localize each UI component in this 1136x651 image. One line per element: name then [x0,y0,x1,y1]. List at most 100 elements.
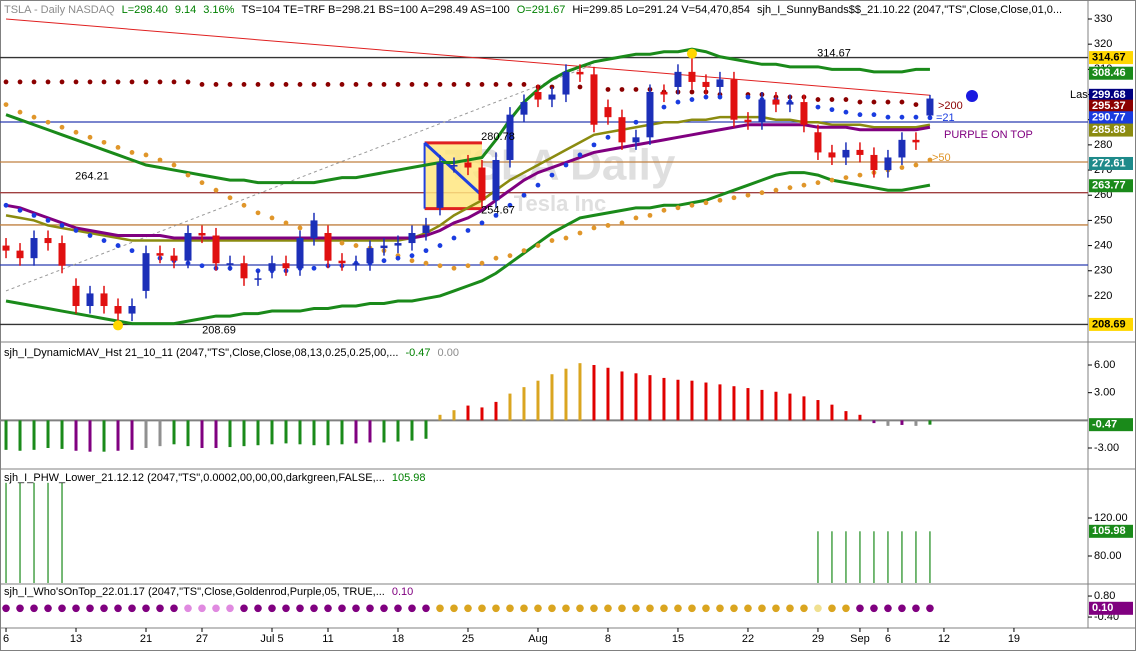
ma-dot [689,97,695,102]
ma-dot [535,243,541,248]
value-box [1089,51,1133,65]
header-item: O=291.67 [517,4,566,16]
bar [690,380,694,421]
state-dot [828,604,836,613]
trend-line [5,18,930,96]
ma-dot [45,218,51,223]
candle-body [142,253,150,291]
bar [578,363,582,421]
band-line [5,171,931,326]
chart-note: PURPLE ON TOP [944,129,1033,141]
candle-body [730,79,738,120]
ma-dot [255,210,261,216]
value-box-label: 299.68 [1092,89,1126,101]
candle-body [16,250,24,259]
ma-dot [437,82,443,87]
value-box [1089,99,1133,113]
header-item: sjh_I_DynamicMAV_Hst 21_10_11 (2047,"TS"… [4,347,398,359]
ma-dot [129,248,135,254]
state-dot [44,604,52,613]
value-box [1089,156,1133,170]
ma-dot [409,253,415,259]
ma-dot [31,212,37,218]
ma-dot [521,248,527,254]
value-box-label: 314.67 [1092,51,1126,63]
candle-body [646,92,654,138]
candle-body [576,71,584,75]
x-tick-label: 12 [938,633,950,645]
ma-dot [297,225,303,231]
bar [886,420,890,426]
state-dot [744,604,752,613]
candle-body [198,232,206,236]
ma-dot [885,99,891,105]
ma-dot [241,202,247,208]
state-dot [632,604,640,613]
state-dot [324,604,332,613]
ma-dot [297,82,303,87]
ma-dot [885,114,891,120]
ma-dot [157,79,163,85]
bar [494,401,498,421]
candle-body [870,154,878,171]
state-dot [604,604,612,613]
candle-body [324,232,332,261]
ma-dot [87,134,93,140]
candle-body [632,137,640,143]
y-tick-label: 240 [1094,239,1112,251]
state-dot [772,604,780,613]
y-tick-label: 80.00 [1094,550,1122,562]
candle-body [702,81,710,87]
ma-dot [129,150,135,155]
ma-dot [213,82,219,87]
bar [452,410,456,421]
ma-dot [59,223,65,228]
bar [592,365,596,421]
bar [915,531,917,583]
state-dot [86,604,94,613]
ma-dot [59,79,65,85]
candle-body [492,159,500,201]
panel-header: sjh_I_Who'sOnTop_22.01.17 (2047,"TS",Clo… [4,586,413,598]
ma-dot [899,165,905,170]
ma-dot [857,172,863,178]
ma-dot [143,152,149,158]
ma-dot [59,124,65,130]
state-dot [702,604,710,613]
value-box-label: 208.69 [1092,318,1126,330]
y-tick-label: 250 [1094,214,1112,226]
state-dot [478,604,486,613]
panel-body [0,363,1088,452]
x-tick-label: 27 [196,633,208,645]
state-dot [422,604,430,613]
price-annotation: 280.78 [481,131,515,143]
y-tick-label: 330 [1094,13,1112,25]
state-dot [282,604,290,613]
state-dot [730,604,738,613]
state-dot [450,604,458,613]
ma-dot [843,175,849,181]
bar [228,420,232,448]
bar [130,420,134,450]
bar [662,377,666,421]
ma-dot [409,258,415,264]
x-tick-label: Jul 5 [260,633,283,645]
candle-body [716,79,724,87]
x-tick-label: 11 [322,633,333,645]
candle-body [674,71,682,87]
candle-body [184,232,192,261]
value-box [1089,524,1133,538]
ma-dot [115,144,121,150]
state-dot [58,604,66,613]
bar [74,420,78,451]
ma-dot [3,202,9,208]
ma-dot [185,172,191,178]
bar [32,420,36,450]
state-dot [142,604,150,613]
value-box-label: 263.77 [1092,180,1126,192]
ma-dot [171,79,177,85]
panel [2,604,934,613]
ma-dot [325,82,331,87]
ma-dot [493,82,499,87]
